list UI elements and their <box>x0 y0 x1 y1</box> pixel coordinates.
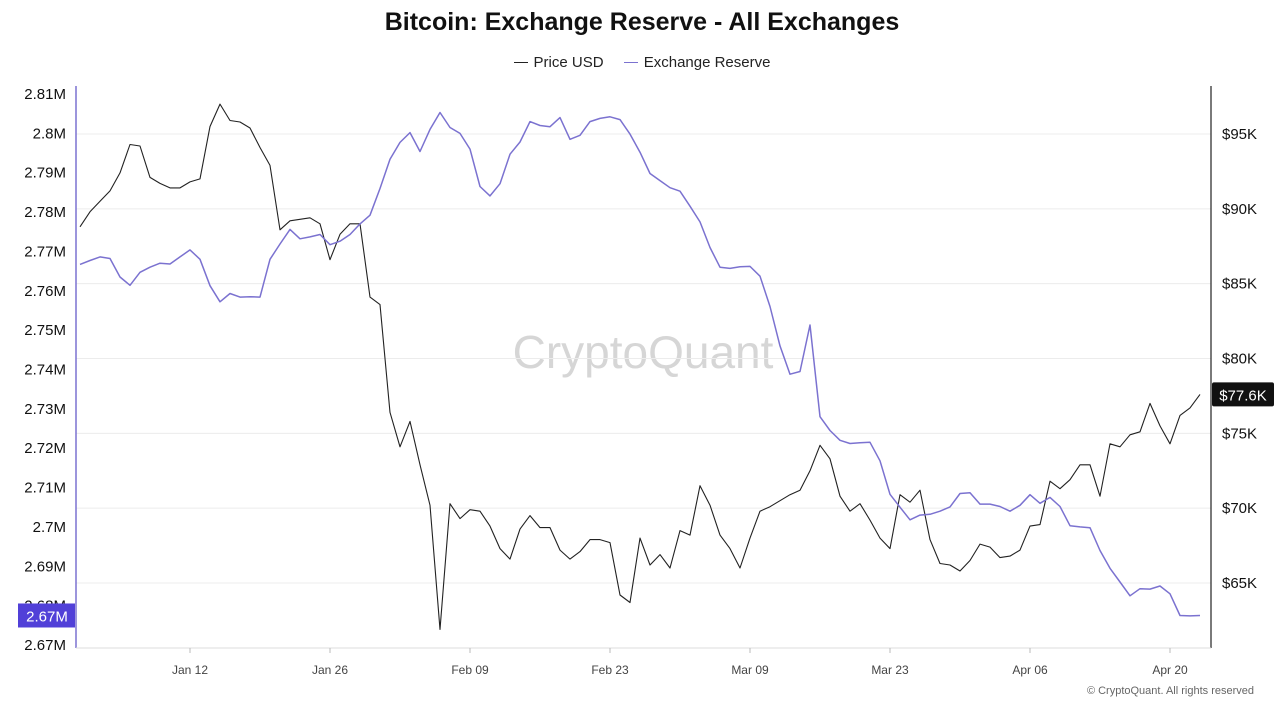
left-tick-label: 2.72M <box>24 440 66 457</box>
right-tick-label: $95K <box>1222 126 1257 143</box>
x-tick-label: Feb 23 <box>591 663 629 677</box>
left-tick-label: 2.79M <box>24 165 66 182</box>
series-line-exchange-reserve <box>79 111 1201 617</box>
copyright-footer: © CryptoQuant. All rights reserved <box>1086 685 1254 697</box>
x-tick-label: Jan 12 <box>172 663 208 677</box>
left-tick-label: 2.7M <box>33 519 66 536</box>
left-tick-label: 2.67M <box>24 637 66 654</box>
watermark-text: CryptoQuant <box>513 326 774 378</box>
price-last-value-badge <box>1212 382 1274 407</box>
badge-layer: $77.6K 2.67M <box>18 382 1274 628</box>
left-tick-label: 2.75M <box>24 322 66 339</box>
left-tick-label: 2.81M <box>24 86 66 103</box>
x-tick-label: Feb 09 <box>451 663 489 677</box>
x-tick-label: Mar 09 <box>731 663 769 677</box>
x-tick-label: Apr 20 <box>1152 663 1188 677</box>
right-tick-label: $75K <box>1222 425 1257 442</box>
right-tick-label: $65K <box>1222 575 1257 592</box>
legend-item-price[interactable]: Price USD <box>513 54 604 71</box>
x-tick-label: Apr 06 <box>1012 663 1048 677</box>
legend-label-price: Price USD <box>533 54 604 71</box>
left-tick-label: 2.69M <box>24 558 66 575</box>
legend-swatch-reserve <box>623 62 638 63</box>
x-tick-label: Mar 23 <box>871 663 909 677</box>
left-tick-label: 2.73M <box>24 401 66 418</box>
legend-item-reserve[interactable]: Exchange Reserve <box>623 54 771 71</box>
left-tick-label: 2.74M <box>24 362 66 379</box>
chart-legend: Price USD Exchange Reserve <box>0 50 1284 71</box>
left-tick-label: 2.76M <box>24 283 66 300</box>
reserve-last-value-label: 2.67M <box>26 608 68 625</box>
legend-swatch-price <box>513 62 528 63</box>
left-tick-label: 2.71M <box>24 480 66 497</box>
right-tick-label: $85K <box>1222 276 1257 293</box>
series-line-price <box>79 103 1201 630</box>
axis-layer: 2.81M 2.8M 2.79M 2.78M 2.77M 2.76M 2.75M 2.74M 2… <box>24 86 1257 677</box>
left-tick-label: 2.77M <box>24 243 66 260</box>
left-tick-label: 2.8M <box>33 125 66 142</box>
chart-title: Bitcoin: Exchange Reserve - All Exchange… <box>384 8 900 36</box>
right-tick-label: $70K <box>1222 500 1257 517</box>
left-tick-label: 2.78M <box>24 204 66 221</box>
x-tick-label: Jan 26 <box>312 663 348 677</box>
price-last-value-label: $77.6K <box>1219 387 1267 404</box>
right-tick-label: $90K <box>1222 201 1257 218</box>
grid-layer <box>76 133 1211 584</box>
right-tick-label: $80K <box>1222 351 1257 368</box>
legend-label-reserve: Exchange Reserve <box>643 54 771 71</box>
reserve-last-value-badge <box>18 603 75 628</box>
series-layer <box>79 103 1201 630</box>
